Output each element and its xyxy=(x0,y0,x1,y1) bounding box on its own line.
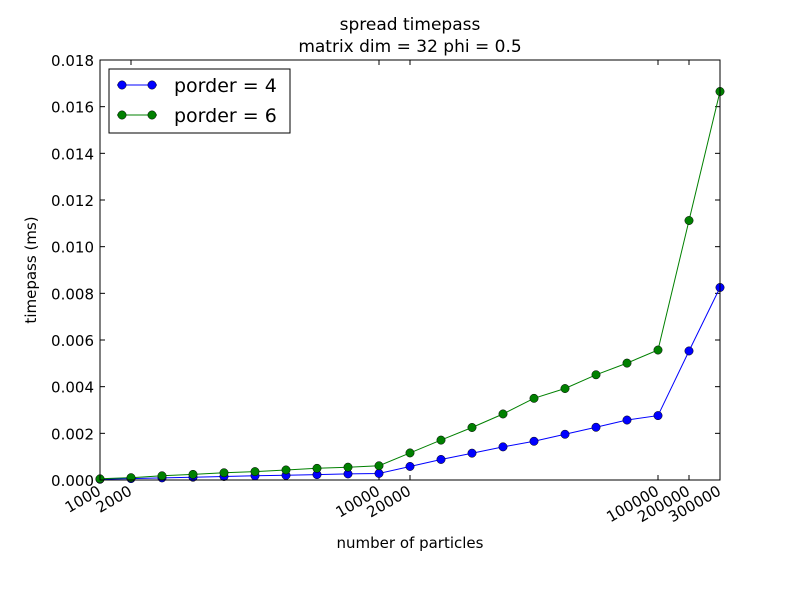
data-point xyxy=(560,429,570,439)
plot-frame xyxy=(99,59,721,481)
y-axis-ticks: 0.000 0.002 0.004 0.006 0.008 0.010 0.012 0.014… xyxy=(51,52,720,490)
legend-swatch-marker xyxy=(117,110,127,120)
data-point xyxy=(374,469,384,478)
y-tick-label: 0.016 xyxy=(51,99,94,117)
series-1 xyxy=(95,283,725,484)
data-point xyxy=(529,436,539,446)
legend-frame xyxy=(108,68,291,134)
data-point xyxy=(405,448,415,458)
legend-label: porder = 4 xyxy=(174,75,277,97)
legend-entries: porder = 4 porder = 6 xyxy=(117,75,277,127)
y-tick-label: 0.008 xyxy=(51,285,94,303)
data-point xyxy=(653,411,663,421)
y-tick-label: 0.000 xyxy=(51,472,94,490)
data-point xyxy=(591,422,601,432)
data-point xyxy=(312,463,322,473)
data-point xyxy=(343,462,353,472)
x-axis-label: number of particles xyxy=(337,534,484,552)
legend: porder = 4 porder = 6 xyxy=(108,68,291,134)
data-point xyxy=(498,442,508,452)
data-point xyxy=(653,345,663,355)
data-point xyxy=(467,448,477,458)
series-2 xyxy=(95,87,725,484)
data-point xyxy=(436,455,446,464)
y-tick-label: 0.002 xyxy=(51,425,94,443)
chart-subtitle: matrix dim = 32 phi = 0.5 xyxy=(298,37,521,57)
y-tick-label: 0.014 xyxy=(51,145,94,163)
y-tick-label: 0.012 xyxy=(51,192,94,210)
data-point xyxy=(498,409,508,419)
y-axis-label: timepass (ms) xyxy=(22,216,40,323)
legend-swatch-marker xyxy=(147,110,157,120)
y-tick-label: 0.018 xyxy=(51,52,94,70)
y-tick-label: 0.004 xyxy=(51,379,94,397)
y-tick-label: 0.006 xyxy=(51,332,94,350)
data-point xyxy=(126,473,136,483)
data-point xyxy=(467,423,477,432)
data-point xyxy=(374,461,384,471)
data-point xyxy=(219,468,229,478)
data-point xyxy=(529,393,539,403)
series-layer xyxy=(95,87,725,484)
chart-title: spread timepass xyxy=(340,15,481,35)
data-point xyxy=(436,435,446,445)
data-point xyxy=(684,216,694,225)
data-point xyxy=(560,384,570,393)
y-tick-label: 0.010 xyxy=(51,239,94,257)
legend-swatch-marker xyxy=(117,80,127,90)
legend-swatch-marker xyxy=(147,80,157,90)
legend-label: porder = 6 xyxy=(174,105,277,127)
data-point xyxy=(622,415,632,425)
data-point xyxy=(622,358,632,368)
data-point xyxy=(591,370,601,380)
data-point xyxy=(250,467,260,477)
data-point xyxy=(188,469,198,479)
data-point xyxy=(281,465,291,475)
data-point xyxy=(157,471,167,481)
data-point xyxy=(684,346,694,356)
data-point xyxy=(405,462,415,471)
